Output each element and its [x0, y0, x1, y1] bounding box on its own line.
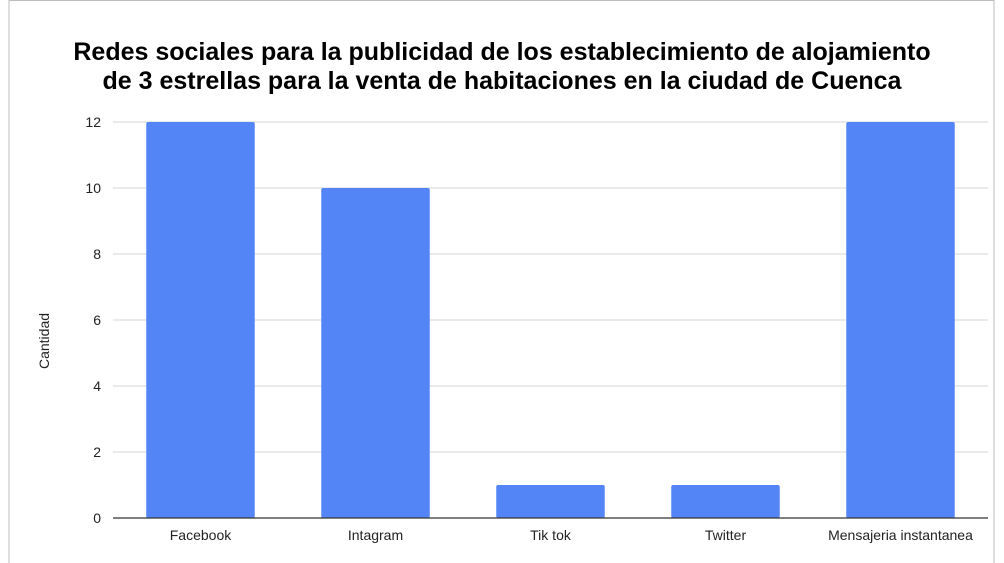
x-tick-label: Mensajeria instantanea — [828, 527, 973, 543]
gridlines — [113, 121, 988, 453]
y-tick-label: 12 — [85, 114, 101, 130]
x-tick-label: Facebook — [170, 527, 232, 543]
y-tick-label: 10 — [85, 180, 101, 196]
bar-intagram — [321, 188, 430, 518]
bar-mensajeria-instantanea — [846, 122, 955, 518]
x-tick-label: Intagram — [348, 527, 403, 543]
y-tick-label: 8 — [93, 246, 101, 262]
chart-title-line-1: Redes sociales para la publicidad de los… — [73, 38, 930, 66]
x-tick-label: Twitter — [705, 527, 747, 543]
bar-facebook — [146, 122, 255, 518]
y-tick-label: 2 — [93, 444, 101, 460]
bar-twitter — [671, 485, 780, 518]
chart-title-line-2: de 3 estrellas para la venta de habitaci… — [103, 67, 903, 95]
y-tick-label: 0 — [93, 510, 101, 526]
y-axis-title: Cantidad — [36, 313, 52, 369]
bars — [146, 122, 955, 518]
y-tick-labels: 0 2 4 6 8 10 12 — [85, 114, 101, 526]
x-tick-label: Tik tok — [530, 527, 572, 543]
bar-tik-tok — [496, 485, 605, 518]
x-tick-labels: Facebook Intagram Tik tok Twitter Mensajeria… — [170, 527, 973, 543]
y-tick-label: 6 — [93, 312, 101, 328]
y-tick-label: 4 — [93, 378, 101, 394]
